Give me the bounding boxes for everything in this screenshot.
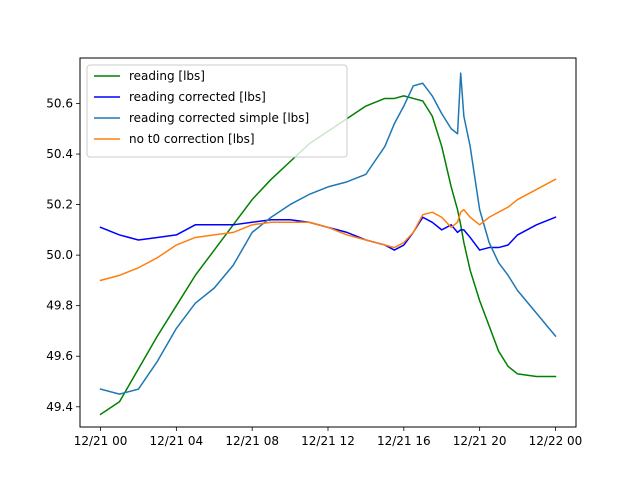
legend-label: reading corrected simple [lbs] (129, 111, 309, 125)
x-tick-label: 12/21 04 (150, 434, 204, 448)
x-tick-label: 12/21 20 (453, 434, 507, 448)
legend-label: no t0 correction [lbs] (129, 132, 255, 146)
series-line (99, 95, 557, 416)
y-tick-label: 49.8 (46, 299, 73, 313)
x-tick-label: 12/21 12 (301, 434, 355, 448)
legend: reading [lbs] reading corrected [lbs] read… (86, 64, 348, 158)
x-axis: 12/21 00 12/21 04 12/21 08 12/21 12 12/21 16… (74, 427, 583, 448)
series-lines (99, 72, 557, 416)
legend-label: reading [lbs] (129, 69, 205, 83)
y-tick-label: 50.0 (46, 248, 73, 262)
y-tick-label: 50.4 (46, 147, 73, 161)
y-tick-label: 49.6 (46, 349, 73, 363)
series-line (99, 178, 557, 282)
series-line (99, 72, 557, 395)
y-tick-label: 49.4 (46, 400, 73, 414)
y-axis: 49.4 49.6 49.8 50.0 50.2 50.4 50.6 (46, 96, 80, 414)
x-tick-label: 12/21 00 (74, 434, 128, 448)
legend-label: reading corrected [lbs] (129, 90, 266, 104)
series-line (99, 216, 557, 251)
x-tick-label: 12/22 00 (529, 434, 583, 448)
x-tick-label: 12/21 16 (377, 434, 431, 448)
x-tick-label: 12/21 08 (225, 434, 279, 448)
legend-box (86, 64, 348, 158)
y-tick-label: 50.2 (46, 198, 73, 212)
y-tick-label: 50.6 (46, 96, 73, 110)
